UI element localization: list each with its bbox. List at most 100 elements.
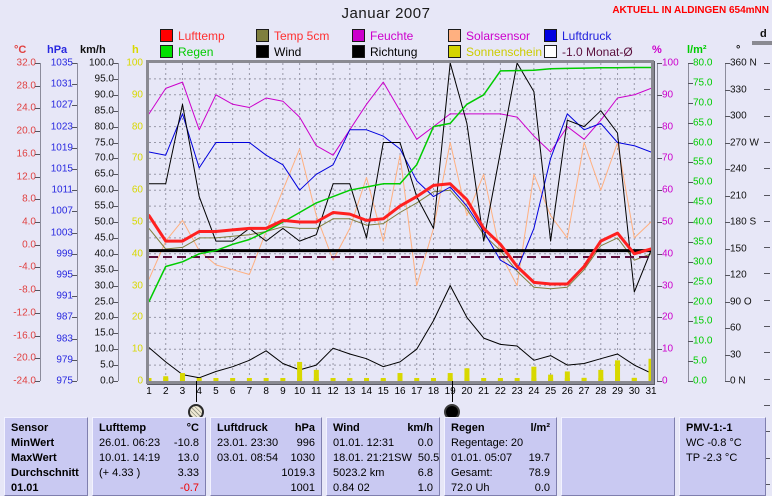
d-axis-cap	[752, 41, 772, 45]
d-axis-tick	[764, 352, 770, 354]
axis-tick-label: 60.0	[94, 184, 114, 196]
sunshine-bar	[564, 371, 570, 381]
stats-row: 03.01. 08:54 1030	[211, 451, 321, 466]
legend-checkbox[interactable]	[352, 29, 365, 42]
axis-tick-label: 90	[131, 89, 143, 101]
axis-tick-label: 75.0	[94, 137, 114, 148]
axis-tick-label: 975	[56, 375, 73, 387]
legend-checkbox[interactable]	[256, 45, 269, 58]
axis-tick	[657, 349, 662, 351]
sunshine-bar	[548, 374, 554, 381]
axis-tick-label: 10	[662, 343, 674, 355]
axis-tick-label: 4.0	[22, 216, 36, 228]
axis-tick	[113, 190, 118, 192]
stats-cell-label: Luftdruck	[217, 422, 268, 434]
series-line-regen	[149, 66, 651, 303]
stats-cell-value: l/m²	[530, 422, 550, 434]
legend-checkbox[interactable]	[544, 45, 557, 58]
day-label-17: 17	[411, 386, 423, 397]
day-label-30: 30	[628, 386, 640, 397]
stats-row: 23.01. 23:30 996	[211, 436, 321, 451]
axis-tick-label: 300	[730, 110, 747, 122]
sunshine-baseline-tick	[414, 378, 420, 381]
legend-label: Solarsensor	[466, 28, 531, 43]
sunshine-bar	[464, 368, 470, 381]
axis-tick-label: 55.0	[693, 156, 713, 168]
stats-cell-label: Durchschnitt	[11, 467, 79, 479]
d-axis-tick	[764, 483, 770, 485]
axis-tick	[113, 142, 118, 144]
legend-label: Wind	[274, 44, 302, 59]
sunshine-bar	[581, 377, 587, 381]
legend-checkbox[interactable]	[160, 29, 173, 42]
axis-tick	[35, 176, 40, 178]
legend-item-regen: Regen	[160, 45, 213, 59]
stats-cell-label: 5023.2 km	[333, 467, 385, 479]
stats-cell-label: 10.01. 14:19	[99, 452, 161, 464]
axis-tick	[688, 202, 693, 204]
axis-tick	[35, 108, 40, 110]
axis-tick-label: 1023	[50, 121, 73, 133]
sunshine-baseline-tick	[430, 378, 436, 381]
axis-tick-label: 1031	[50, 78, 73, 90]
axis-tick	[35, 153, 40, 155]
axis-label-d-axis: d	[760, 28, 767, 40]
axis-tick-label: 75.0	[693, 77, 713, 89]
sunshine-bar	[313, 369, 319, 381]
axis-label-lm2: l/m²	[687, 44, 707, 56]
legend-checkbox[interactable]	[448, 29, 461, 42]
legend-checkbox[interactable]	[352, 45, 365, 58]
axis-tick-label: 60	[730, 322, 742, 334]
legend-checkbox[interactable]	[544, 29, 557, 42]
day-label-26: 26	[561, 386, 573, 397]
stats-row	[562, 436, 674, 451]
axis-tick	[657, 190, 662, 192]
stats-row	[680, 466, 765, 481]
legend-checkbox[interactable]	[448, 45, 461, 58]
sunshine-baseline-tick	[330, 378, 336, 381]
axis-tick-label: 5.0	[100, 359, 114, 371]
d-axis-tick	[764, 404, 770, 406]
axis-tick	[657, 158, 662, 160]
axis-tick	[688, 162, 693, 164]
axis-tick-label: 50	[131, 216, 143, 228]
legend-item-sonnenschein: Sonnenschein	[448, 45, 542, 59]
axis-tick	[725, 354, 730, 356]
axis-tick-label: 45.0	[693, 196, 713, 208]
axis-label-percent: %	[652, 44, 662, 56]
stats-row: Gesamt: 78.9	[445, 466, 556, 481]
sunshine-baseline-tick	[364, 378, 370, 381]
axis-tick-label: 20	[662, 311, 674, 323]
axis-tick	[35, 244, 40, 246]
axis-tick-label: 70	[131, 152, 143, 164]
stats-cell-label: 0.84 02	[333, 482, 370, 494]
axis-tick-label: 8.0	[22, 193, 36, 205]
legend-checkbox[interactable]	[256, 29, 269, 42]
axis-tick-label: 24.0	[16, 102, 36, 114]
axis-tick-label: 80	[131, 121, 143, 133]
axis-tick-label: 983	[56, 333, 73, 345]
day-label-22: 22	[494, 386, 506, 397]
sunshine-bar	[179, 373, 185, 381]
axis-tick	[725, 89, 730, 91]
axis-tick	[113, 253, 118, 255]
axis-tick	[688, 341, 693, 343]
axis-tick-label: 25.0	[94, 296, 114, 307]
day-label-18: 18	[427, 386, 440, 397]
series-line-solarsensor	[149, 142, 651, 287]
day-label-28: 28	[595, 386, 607, 397]
stats-row	[562, 481, 674, 495]
legend-item-wind: Wind	[256, 44, 302, 59]
axis-tick-label: 20.0	[16, 125, 36, 137]
axis-tick	[688, 122, 693, 124]
d-axis-tick	[764, 63, 770, 64]
legend-checkbox[interactable]	[160, 45, 173, 58]
stats-cell-value: 1019.3	[281, 467, 315, 479]
axis-tick-label: 65.0	[693, 117, 713, 129]
axis-tick	[657, 94, 662, 96]
stats-cell-value: 0.0	[534, 482, 550, 494]
day-label-31: 31	[645, 386, 657, 397]
axis-line-celsius	[40, 63, 41, 381]
stats-row: 26.01. 06:23 -10.8	[93, 436, 205, 451]
axis-tick	[725, 116, 730, 117]
